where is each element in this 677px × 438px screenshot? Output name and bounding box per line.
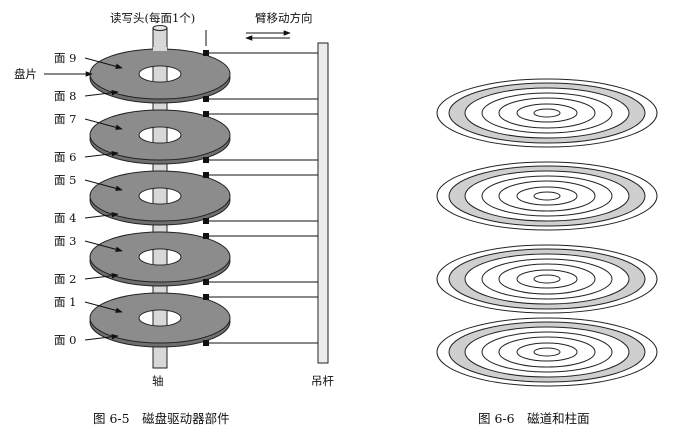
surface-label: 面 5 bbox=[54, 173, 76, 187]
surface-label: 面 9 bbox=[54, 51, 76, 65]
figure-5-caption: 图 6-5 磁盘驱动器部件 bbox=[93, 411, 230, 426]
head-block bbox=[203, 340, 209, 346]
spindle-segment bbox=[153, 250, 167, 264]
head-block bbox=[203, 172, 209, 178]
surface-label-arrow bbox=[84, 150, 119, 158]
head-block bbox=[203, 233, 209, 239]
spindle-segment bbox=[153, 311, 167, 325]
tracks-cylinders-diagram: 图 6-6 磁道和柱面 bbox=[436, 78, 658, 426]
head-block bbox=[203, 279, 209, 285]
read-write-head bbox=[203, 172, 318, 178]
platter-tracks bbox=[436, 161, 658, 231]
read-write-head bbox=[203, 340, 318, 346]
surface-label: 面 2 bbox=[54, 272, 76, 286]
surface-label-arrow bbox=[84, 240, 123, 253]
spindle-segment bbox=[153, 67, 167, 81]
platter-tracks bbox=[436, 78, 658, 148]
surface-label-arrow bbox=[84, 272, 119, 280]
platter bbox=[89, 292, 231, 348]
surface-label-arrow bbox=[84, 89, 119, 97]
surface-label: 面 3 bbox=[54, 234, 76, 248]
track bbox=[533, 191, 561, 201]
spindle-segment bbox=[153, 189, 167, 203]
surface-label: 面 8 bbox=[54, 89, 76, 103]
head-block bbox=[203, 96, 209, 102]
spindle-segment bbox=[153, 47, 167, 51]
track bbox=[533, 274, 561, 284]
surface-label-arrow bbox=[84, 333, 119, 341]
track bbox=[533, 347, 561, 357]
head-block bbox=[203, 50, 209, 56]
boom bbox=[317, 42, 329, 364]
read-write-head bbox=[203, 111, 318, 117]
platter bbox=[89, 48, 231, 104]
surface-label: 面 4 bbox=[54, 211, 76, 225]
head-block bbox=[203, 111, 209, 117]
surface-label-arrow bbox=[84, 57, 123, 70]
surface-label: 面 1 bbox=[54, 295, 76, 309]
read-write-head bbox=[203, 96, 318, 102]
disk-drive-diagram: 读写头(每面1个) 臂移动方向 盘片 轴 吊杆 面 9 面 8 面 7 面 6 面 5 面… bbox=[14, 11, 334, 426]
read-write-head bbox=[203, 279, 318, 285]
read-write-head bbox=[203, 233, 318, 239]
spindle-segment bbox=[153, 128, 167, 142]
surface-label-arrow bbox=[84, 179, 123, 192]
surface-label-arrow bbox=[84, 118, 123, 131]
head-label: 读写头(每面1个) bbox=[110, 11, 195, 25]
platter-tracks bbox=[436, 244, 658, 314]
read-write-head bbox=[203, 218, 318, 224]
spindle-label: 轴 bbox=[152, 374, 164, 388]
platter bbox=[89, 109, 231, 165]
read-write-head bbox=[203, 50, 209, 56]
head-block bbox=[203, 218, 209, 224]
surface-label-arrow bbox=[84, 211, 119, 219]
arm-motion-label: 臂移动方向 bbox=[255, 11, 313, 25]
track bbox=[533, 108, 561, 118]
read-write-head bbox=[203, 294, 318, 300]
read-write-head bbox=[203, 157, 318, 163]
surface-label: 面 0 bbox=[54, 333, 76, 347]
spindle-top bbox=[152, 25, 168, 31]
surface-label: 面 6 bbox=[54, 150, 76, 164]
head-block bbox=[203, 157, 209, 163]
platter-tracks bbox=[436, 317, 658, 387]
platter bbox=[89, 170, 231, 226]
surface-label-arrow bbox=[84, 301, 123, 314]
figure-6-caption: 图 6-6 磁道和柱面 bbox=[478, 411, 590, 426]
platter bbox=[89, 231, 231, 287]
head-block bbox=[203, 294, 209, 300]
surface-label: 面 7 bbox=[54, 112, 76, 126]
boom-label: 吊杆 bbox=[311, 374, 334, 388]
platter-label: 盘片 bbox=[14, 67, 37, 81]
